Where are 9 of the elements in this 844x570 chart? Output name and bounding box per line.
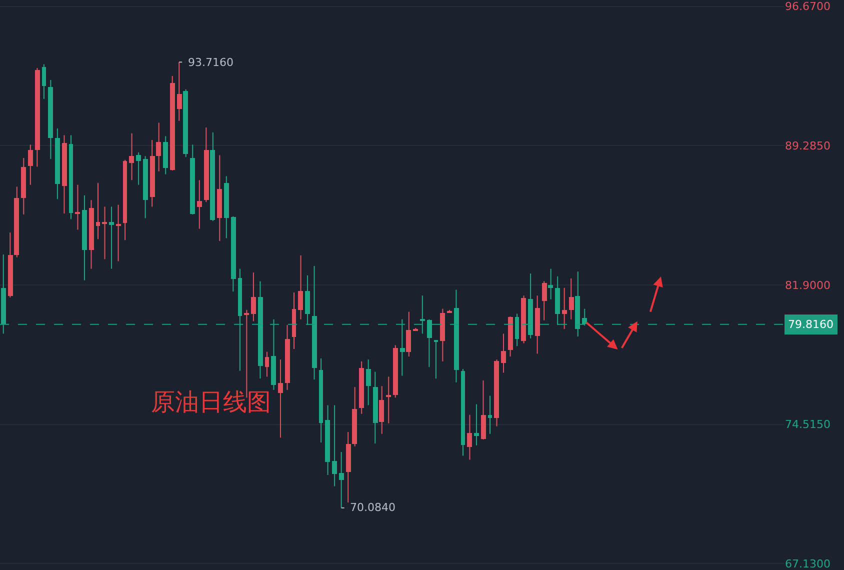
ref-line-label: 79.8160 bbox=[788, 318, 834, 331]
y-tick-label: 67.1300 bbox=[785, 558, 830, 570]
annotation: 原油日线图 bbox=[151, 388, 271, 416]
y-tick-label: 96.6700 bbox=[785, 0, 830, 14]
annotation: 70.0840 bbox=[350, 501, 396, 514]
y-tick-label: 89.2850 bbox=[785, 140, 830, 153]
y-tick-label: 74.5150 bbox=[785, 418, 830, 432]
annotation: 93.7160 bbox=[188, 56, 234, 69]
y-tick-label: 81.9000 bbox=[785, 278, 830, 292]
